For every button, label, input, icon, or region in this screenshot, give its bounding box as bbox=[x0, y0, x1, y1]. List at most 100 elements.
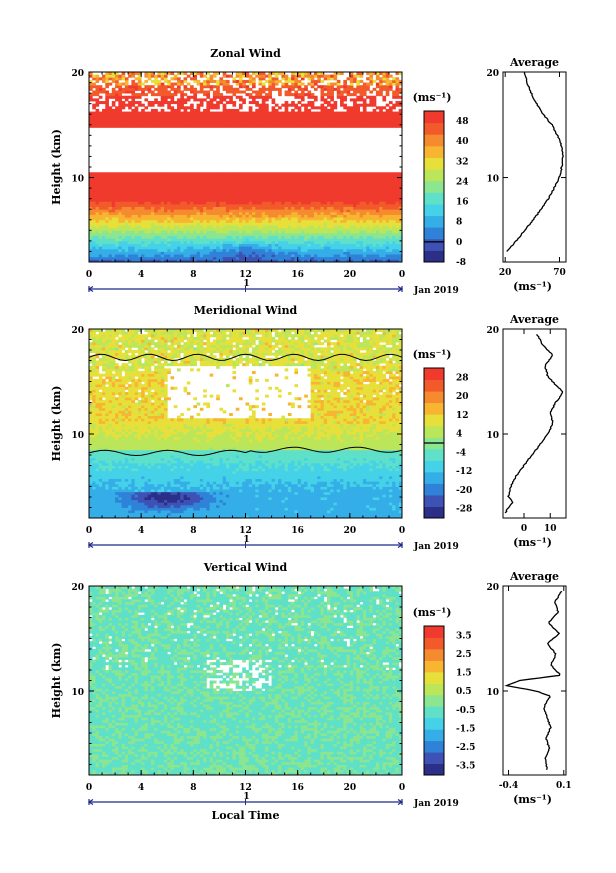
colorbar-tick-label: 12 bbox=[456, 411, 469, 421]
colorbar: -8 0 8 16 24 32 40 48 (ms⁻¹) bbox=[413, 91, 469, 268]
y-axis-label: Height (km) bbox=[50, 386, 63, 462]
colorbar-swatch bbox=[424, 740, 444, 753]
colorbar-tick-label: -4 bbox=[456, 448, 466, 458]
colorbar: -28 -20 -12 -4 4 12 20 28 (ms⁻¹) bbox=[413, 348, 472, 519]
colorbar-unit: (ms⁻¹) bbox=[413, 348, 452, 361]
colorbar-tick-label: 32 bbox=[456, 157, 469, 167]
chart-title: Zonal Wind bbox=[210, 47, 281, 60]
chart-title: Vertical Wind bbox=[203, 561, 288, 574]
colorbar-tick-label: -12 bbox=[456, 467, 472, 477]
colorbar-swatch bbox=[424, 111, 444, 124]
x-tick-label: 0 bbox=[86, 526, 92, 536]
colorbar-swatch bbox=[424, 379, 444, 392]
heatmap-cells bbox=[89, 329, 403, 519]
x-tick-label: 4 bbox=[138, 270, 144, 280]
colorbar-swatch bbox=[424, 414, 444, 427]
y-tick-label: 10 bbox=[71, 175, 84, 185]
colorbar-tick-label: -2.5 bbox=[456, 743, 475, 753]
colorbar-frame bbox=[423, 110, 445, 263]
colorbar-unit: (ms⁻¹) bbox=[413, 606, 452, 619]
colorbar-tick-label: 24 bbox=[456, 177, 469, 187]
profile-frame bbox=[502, 71, 567, 263]
profile-title: Average bbox=[509, 313, 559, 326]
colorbar-tick-label: 2.5 bbox=[456, 650, 472, 660]
colorbar-swatch bbox=[424, 729, 444, 742]
profile-line bbox=[504, 333, 564, 514]
y-tick-label: 20 bbox=[71, 69, 84, 79]
colorbar-swatch bbox=[424, 122, 444, 135]
x-tick-label: 12 bbox=[239, 526, 252, 536]
zero-contour bbox=[88, 353, 403, 457]
profile-x-label: (ms⁻¹) bbox=[513, 793, 552, 806]
x-tick-label: 20 bbox=[344, 270, 357, 280]
panel-2: 0 4 8 12 16 20 0 10 20 Vertical Wind Height (km) 1 J… bbox=[50, 561, 572, 822]
profile-y-tick-label: 20 bbox=[486, 583, 499, 593]
x-tick-label: 0 bbox=[399, 270, 405, 280]
colorbar-tick-label: -28 bbox=[456, 505, 472, 515]
colorbar-swatch bbox=[424, 169, 444, 182]
colorbar-swatch bbox=[424, 471, 444, 484]
colorbar-swatch bbox=[424, 134, 444, 147]
colorbar-tick-label: 16 bbox=[456, 198, 469, 208]
colorbar-swatch bbox=[424, 683, 444, 696]
colorbar-tick-label: 4 bbox=[456, 430, 462, 440]
x-tick-label: 0 bbox=[86, 783, 92, 793]
colorbar-swatch bbox=[424, 717, 444, 730]
profile-y-tick-label: 10 bbox=[486, 688, 499, 698]
profile-x-tick-label: 0.1 bbox=[556, 781, 572, 791]
profile-y-tick-label: 10 bbox=[486, 431, 499, 441]
average-profile: 20 70 10 20 Average (ms⁻¹) bbox=[486, 56, 567, 293]
colorbar-swatch bbox=[424, 483, 444, 496]
date-bar-ends bbox=[87, 798, 404, 806]
profile-frame bbox=[502, 585, 567, 776]
colorbar-swatch bbox=[424, 626, 444, 638]
colorbar-swatch bbox=[424, 448, 444, 461]
x-tick-label: 8 bbox=[190, 270, 196, 280]
colorbar-tick-label: 40 bbox=[456, 137, 469, 147]
colorbar-tick-label: 20 bbox=[456, 392, 469, 402]
average-profile: -0.4 0.1 10 20 Average (ms⁻¹) bbox=[486, 570, 571, 806]
colorbar-tick-label: -1.5 bbox=[456, 724, 475, 734]
average-profile: 0 10 10 20 Average (ms⁻¹) bbox=[486, 313, 567, 549]
profile-x-tick-label: 20 bbox=[499, 268, 512, 278]
colorbar-swatch bbox=[424, 215, 444, 228]
x-tick-label: 16 bbox=[291, 783, 304, 793]
x-tick-label: 12 bbox=[239, 783, 252, 793]
colorbar-swatch bbox=[424, 660, 444, 673]
x-tick-label: 4 bbox=[138, 526, 144, 536]
date-label: Jan 2019 bbox=[413, 286, 459, 296]
colorbar-swatch bbox=[424, 391, 444, 404]
x-tick-label: 12 bbox=[239, 270, 252, 280]
profile-line bbox=[504, 590, 563, 770]
colorbar-swatch bbox=[424, 506, 444, 519]
colorbar-swatch bbox=[424, 752, 444, 765]
colorbar: -3.5 -2.5 -1.5 -0.5 0.5 1.5 2.5 3.5 (ms⁻¹) bbox=[413, 606, 475, 776]
date-bar-ends bbox=[87, 541, 404, 549]
x-axis-label: Local Time bbox=[212, 809, 280, 822]
y-tick-label: 20 bbox=[71, 583, 84, 593]
colorbar-swatch bbox=[424, 763, 444, 776]
date-label: Jan 2019 bbox=[413, 799, 459, 809]
profile-line bbox=[506, 71, 564, 252]
colorbar-tick-label: 0.5 bbox=[456, 687, 472, 697]
colorbar-swatch bbox=[424, 203, 444, 217]
profile-x-label: (ms⁻¹) bbox=[513, 280, 552, 293]
x-tick-label: 0 bbox=[399, 526, 405, 536]
date-bar-ends bbox=[87, 285, 404, 293]
colorbar-tick-label: 1.5 bbox=[456, 669, 472, 679]
profile-y-tick-label: 20 bbox=[486, 69, 499, 79]
colorbar-tick-label: 48 bbox=[456, 117, 469, 127]
heatmap-cells bbox=[89, 586, 403, 776]
colorbar-swatch bbox=[424, 250, 444, 263]
x-tick-label: 0 bbox=[86, 270, 92, 280]
profile-title: Average bbox=[509, 570, 559, 583]
colorbar-swatch bbox=[424, 368, 444, 381]
day-label: 1 bbox=[243, 279, 249, 289]
profile-x-tick-label: 0 bbox=[521, 524, 527, 534]
y-axis-label: Height (km) bbox=[50, 643, 63, 719]
chart-title: Meridional Wind bbox=[194, 304, 298, 317]
contour-line bbox=[88, 353, 403, 362]
profile-y-tick-label: 10 bbox=[486, 175, 499, 185]
colorbar-swatch bbox=[424, 157, 444, 170]
